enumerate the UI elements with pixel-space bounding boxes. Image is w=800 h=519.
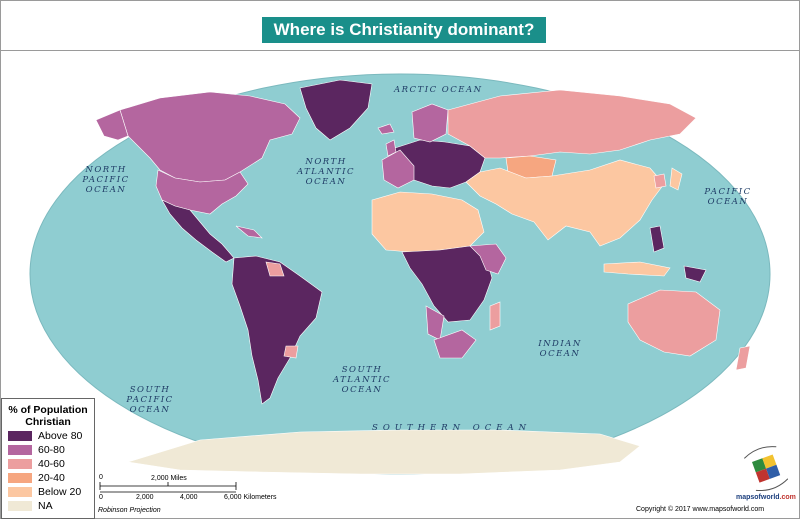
region-western-europe xyxy=(381,149,415,189)
legend-label: 60-80 xyxy=(38,443,65,456)
country-iceland xyxy=(377,123,395,135)
legend-label: 40-60 xyxy=(38,457,65,470)
label-north-atlantic-2: ATLANTIC xyxy=(296,167,355,177)
country-uk xyxy=(385,139,397,157)
label-indian-1: INDIAN xyxy=(537,339,582,349)
legend-label: Above 80 xyxy=(38,429,83,442)
scale-miles-label: 2,000 Miles xyxy=(151,475,187,482)
label-south-atlantic-2: ATLANTIC xyxy=(332,375,391,385)
legend-label: 20-40 xyxy=(38,471,65,484)
legend-item: 40-60 xyxy=(8,457,94,470)
label-north-pacific-1: NORTH xyxy=(84,165,126,175)
country-canada xyxy=(119,91,301,183)
continent-antarctica xyxy=(127,429,641,475)
label-pacific-2: OCEAN xyxy=(708,197,749,207)
label-southern-ocean: SOUTHERN OCEAN xyxy=(372,423,531,433)
country-japan xyxy=(669,167,683,191)
scale-km-tick: 6,000 Kilometers xyxy=(224,494,277,501)
legend-label: NA xyxy=(38,499,53,512)
label-south-atlantic-1: SOUTH xyxy=(342,365,383,375)
country-uruguay xyxy=(283,345,299,359)
legend-item: Below 20 xyxy=(8,485,94,498)
projection-label: Robinson Projection xyxy=(98,507,161,514)
legend-swatch xyxy=(8,500,32,511)
country-guyana-suriname xyxy=(265,261,285,277)
legend: % of Population Christian Above 80 60-80… xyxy=(1,398,95,519)
legend-label: Below 20 xyxy=(38,485,82,498)
legend-item: 20-40 xyxy=(8,471,94,484)
scale-miles-zero: 0 xyxy=(99,474,103,481)
legend-swatch xyxy=(8,486,32,497)
label-south-pacific-2: PACIFIC xyxy=(125,395,173,405)
region-scandinavia xyxy=(411,103,449,143)
legend-swatch xyxy=(8,430,32,441)
label-north-pacific-3: OCEAN xyxy=(86,185,127,195)
legend-swatch xyxy=(8,458,32,469)
title-band xyxy=(0,0,800,51)
mapsofworld-logo: mapsofworld mapsofworld.com xyxy=(728,440,796,502)
legend-swatch xyxy=(8,444,32,455)
country-greenland xyxy=(299,79,373,141)
label-indian-2: OCEAN xyxy=(540,349,581,359)
label-south-atlantic-3: OCEAN xyxy=(342,385,383,395)
country-philippines xyxy=(649,225,665,253)
country-south-africa xyxy=(433,329,477,359)
label-north-pacific-2: PACIFIC xyxy=(81,175,129,185)
region-asia xyxy=(465,159,665,247)
scale-bar: 0 2,000 Miles 0 2,000 4,000 6,000 Kilome… xyxy=(96,474,316,518)
legend-title-1: % of Population xyxy=(8,404,88,416)
scale-km-tick: 2,000 xyxy=(136,494,154,501)
label-south-pacific-1: SOUTH xyxy=(130,385,171,395)
scale-km-tick: 0 xyxy=(99,494,103,501)
label-south-pacific-3: OCEAN xyxy=(130,405,171,415)
country-australia xyxy=(627,289,721,357)
logo-suffix: .com xyxy=(779,494,796,501)
label-north-atlantic-1: NORTH xyxy=(304,157,346,167)
logo-globe-icon xyxy=(743,446,789,492)
continent-south-america xyxy=(231,255,323,405)
label-north-atlantic-3: OCEAN xyxy=(306,177,347,187)
country-alaska xyxy=(95,109,129,141)
scale-km-tick: 4,000 xyxy=(180,494,198,501)
map-title: Where is Christianity dominant? xyxy=(262,17,546,43)
region-central-africa xyxy=(401,245,493,323)
logo-name: mapsofworld xyxy=(736,494,780,501)
legend-swatch xyxy=(8,472,32,483)
label-pacific-1: PACIFIC xyxy=(703,187,751,197)
country-new-zealand xyxy=(735,345,751,371)
legend-item: Above 80 xyxy=(8,429,94,442)
country-madagascar xyxy=(489,301,501,331)
logo-text-visible: mapsofworld.com xyxy=(736,494,796,501)
country-korea xyxy=(653,173,667,189)
legend-item: 60-80 xyxy=(8,443,94,456)
label-arctic-ocean: ARCTIC OCEAN xyxy=(393,85,483,95)
region-caribbean xyxy=(235,225,263,239)
country-russia xyxy=(447,89,697,159)
region-north-africa xyxy=(371,191,485,253)
copyright-text: Copyright © 2017 www.mapsofworld.com xyxy=(636,506,765,513)
country-papua-new-guinea xyxy=(683,265,707,283)
region-east-africa xyxy=(469,243,507,275)
legend-title-2: Christian xyxy=(25,416,71,428)
scale-bar-lines xyxy=(99,482,237,493)
region-indonesia xyxy=(603,261,671,277)
legend-item: NA xyxy=(8,499,94,512)
